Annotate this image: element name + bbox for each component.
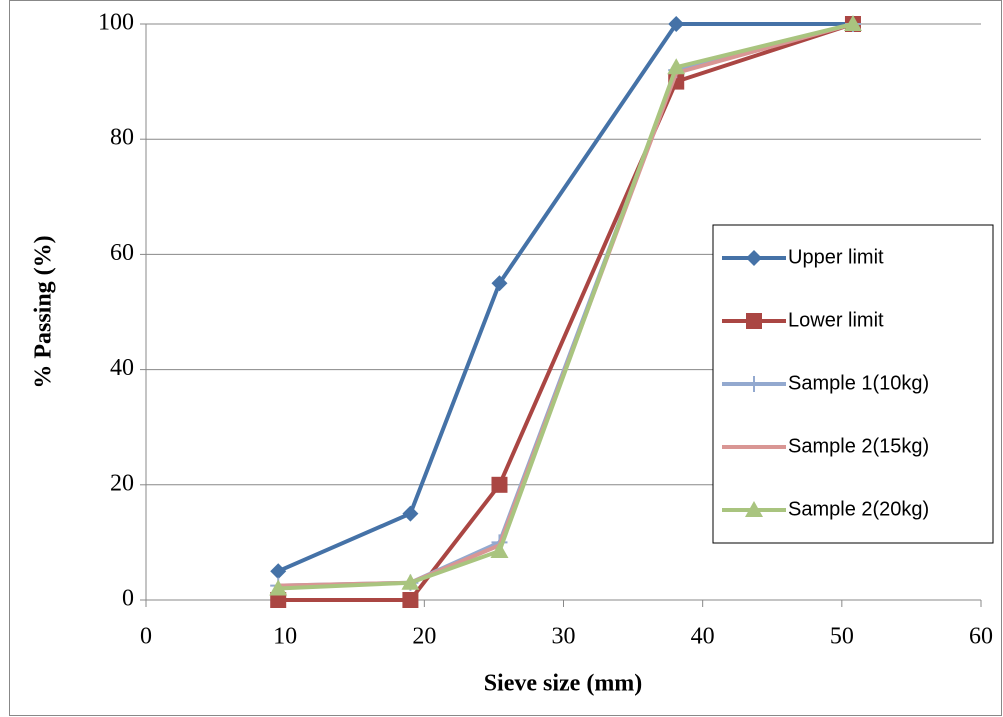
marker <box>745 501 763 517</box>
marker <box>667 58 686 75</box>
y-axis-title: % Passing (%) <box>31 235 57 388</box>
marker <box>401 573 420 590</box>
x-axis-title: Sieve size (mm) <box>484 671 643 697</box>
chart-border <box>9 0 1002 716</box>
legend-label: Upper limit <box>788 246 884 268</box>
marker <box>746 376 762 392</box>
marker <box>270 563 287 580</box>
y-tick-label: 40 <box>110 355 134 381</box>
y-tick-label: 20 <box>110 470 134 496</box>
y-tick-label: 80 <box>110 125 134 151</box>
marker <box>746 250 762 266</box>
marker <box>491 476 508 493</box>
y-tick-label: 100 <box>98 10 134 36</box>
marker <box>746 313 762 329</box>
marker <box>491 275 508 292</box>
marker <box>668 16 685 32</box>
marker <box>270 592 287 608</box>
legend-label: Sample 2(15kg) <box>788 435 929 457</box>
marker <box>843 15 862 31</box>
x-tick-label: 40 <box>691 624 715 650</box>
y-tick-label: 0 <box>122 586 134 612</box>
x-tick-label: 20 <box>412 624 436 650</box>
marker <box>402 505 419 522</box>
x-tick-label: 30 <box>552 624 576 650</box>
legend-label: Sample 2(20kg) <box>788 498 929 520</box>
legend-label: Lower limit <box>788 309 884 331</box>
x-tick-label: 50 <box>830 624 854 650</box>
legend-label: Sample 1(10kg) <box>788 372 929 394</box>
x-tick-label: 10 <box>273 624 297 650</box>
marker <box>402 592 419 608</box>
marker <box>490 542 509 559</box>
marker <box>752 445 756 449</box>
x-tick-label: 0 <box>140 624 152 650</box>
x-tick-label: 60 <box>969 624 993 650</box>
y-tick-label: 60 <box>110 240 134 266</box>
marker <box>269 579 288 596</box>
